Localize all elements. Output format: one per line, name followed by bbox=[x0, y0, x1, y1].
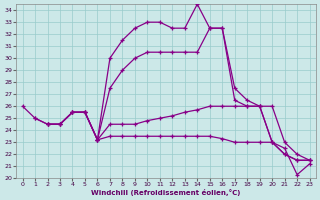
X-axis label: Windchill (Refroidissement éolien,°C): Windchill (Refroidissement éolien,°C) bbox=[92, 189, 241, 196]
